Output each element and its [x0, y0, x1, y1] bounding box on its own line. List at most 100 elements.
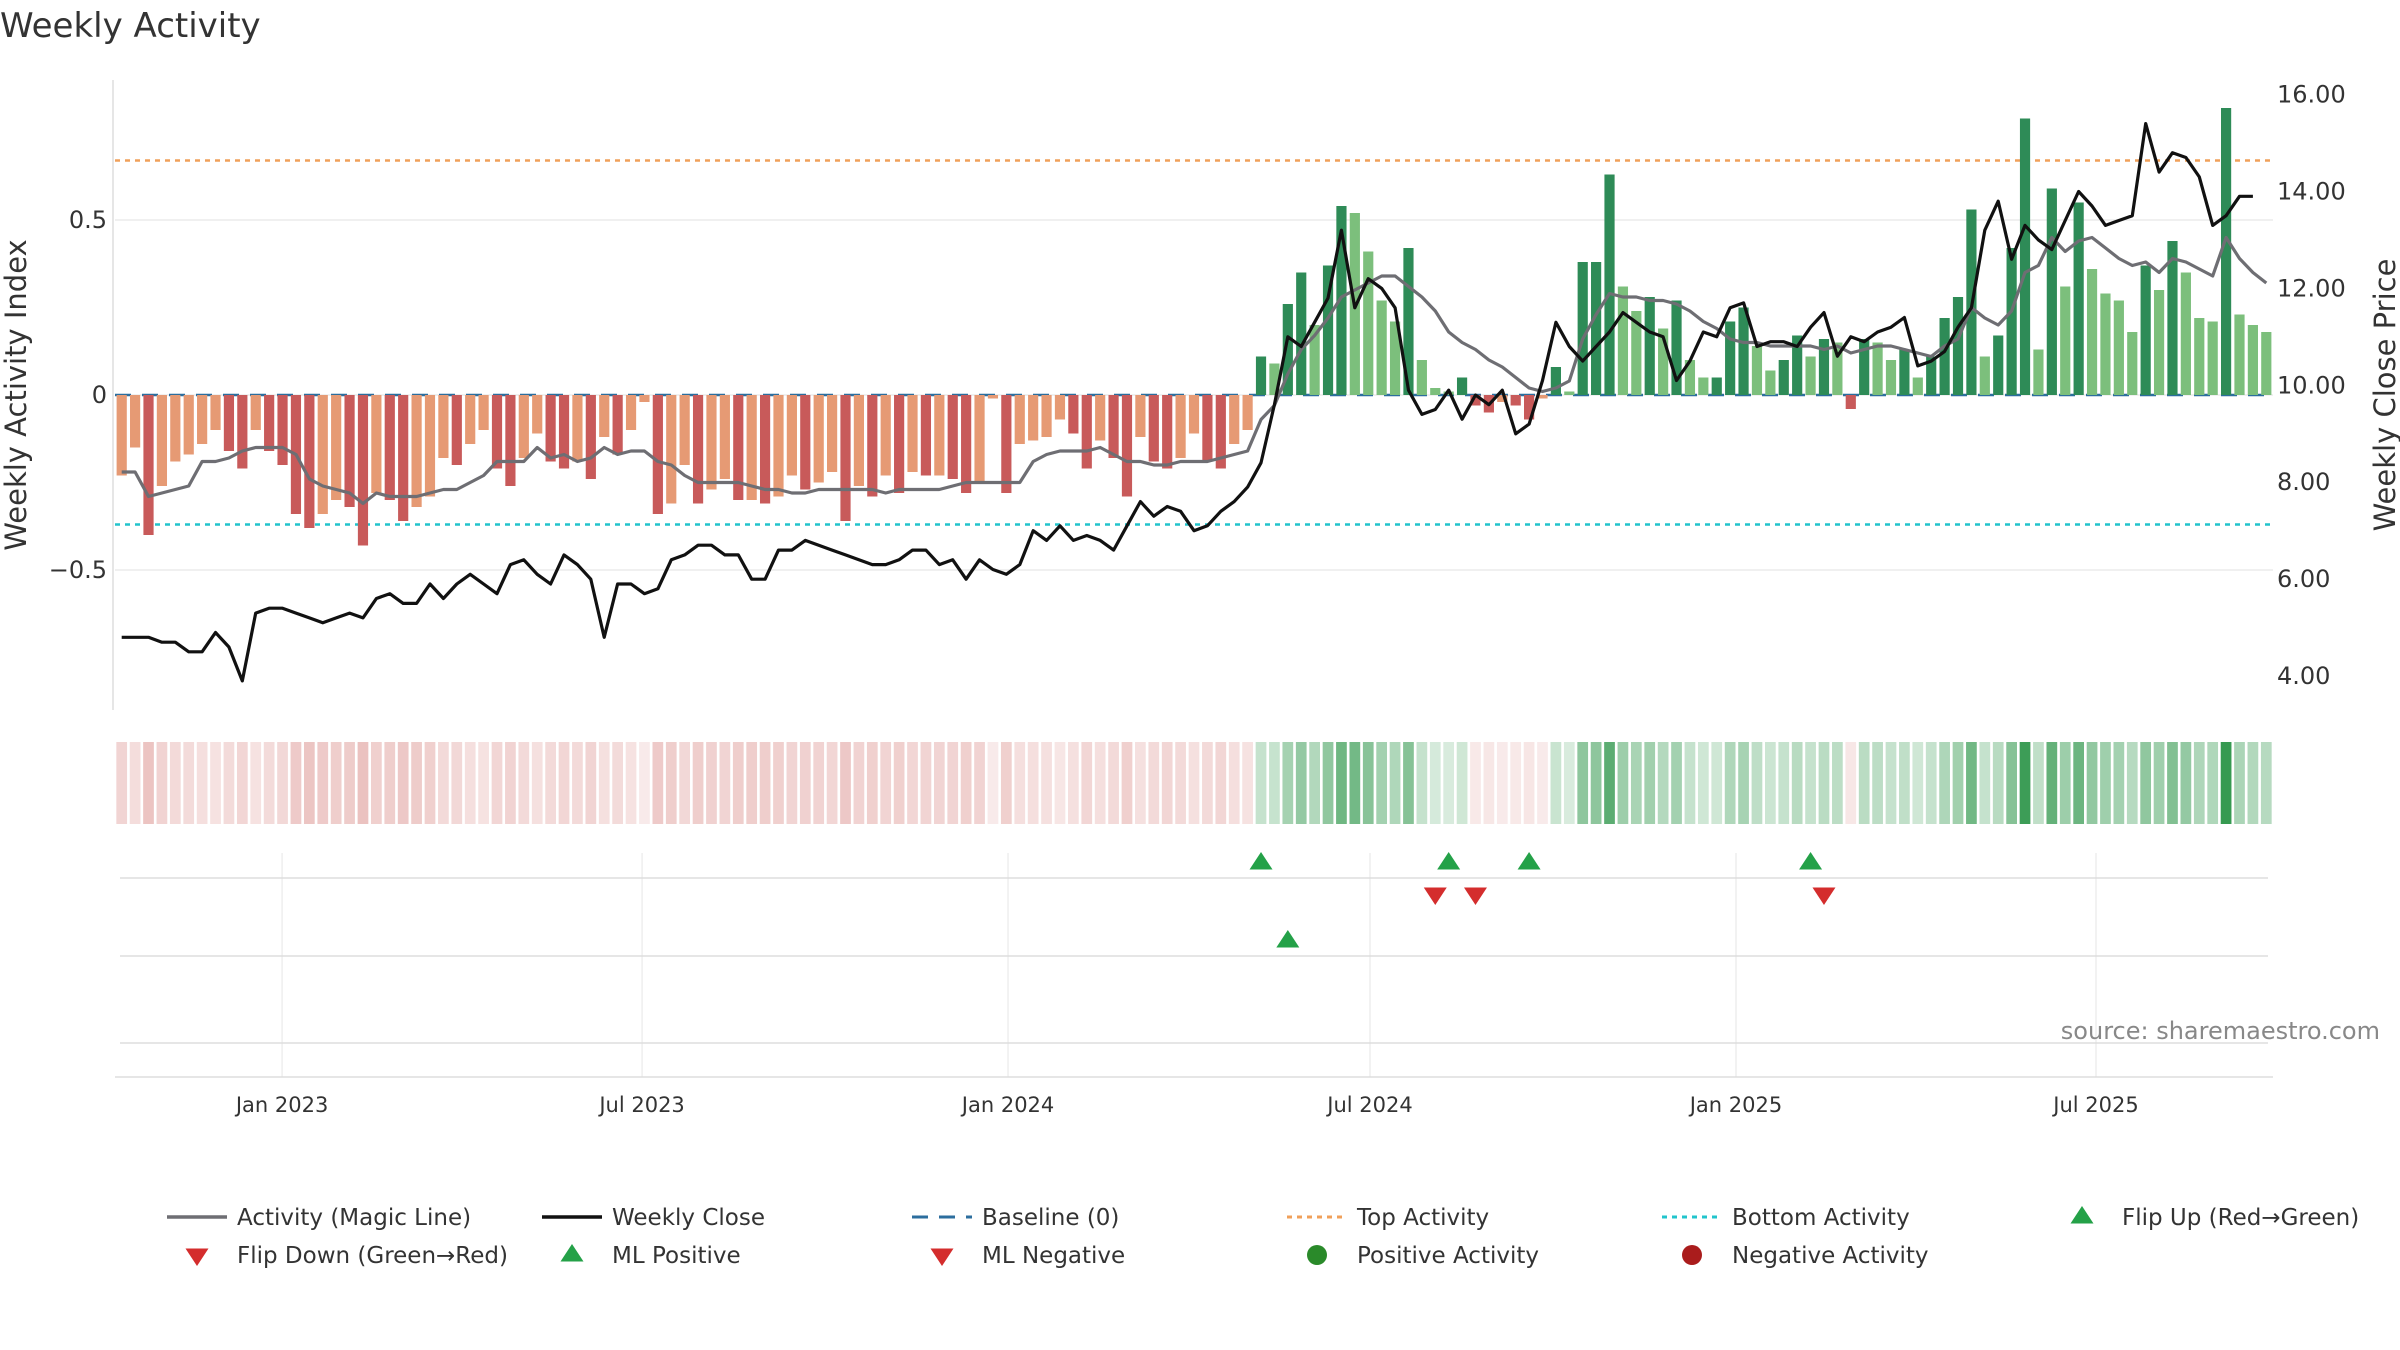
heat-cell: [196, 742, 208, 824]
heat-cell: [2207, 742, 2219, 824]
heat-cell: [1081, 742, 1093, 824]
activity-bar: [1389, 321, 1401, 395]
heat-cell: [1939, 742, 1950, 824]
heat-cell: [438, 742, 449, 824]
heat-cell: [706, 742, 717, 824]
heat-cell: [652, 742, 664, 824]
activity-bar: [2086, 269, 2098, 395]
source-note: source: sharemaestro.com: [2061, 1017, 2380, 1045]
heat-cell: [866, 742, 878, 824]
heat-cell: [2126, 742, 2138, 824]
x-tick-label: Jan 2024: [960, 1093, 1055, 1117]
heat-cell: [1014, 742, 1026, 824]
heat-cell: [156, 742, 168, 824]
heat-cell: [947, 742, 959, 824]
heat-cell: [344, 742, 355, 824]
activity-bar: [1041, 395, 1052, 437]
activity-bar: [1818, 339, 1830, 395]
activity-bar: [1242, 395, 1253, 430]
legend-label: ML Negative: [982, 1243, 1125, 1269]
heat-cell: [799, 742, 811, 824]
heat-cell: [169, 742, 181, 824]
heat-cell: [129, 742, 141, 824]
heat-cell: [1295, 742, 1307, 824]
legend-swatch: [1682, 1245, 1702, 1265]
y2-tick-label: 14.00: [2277, 177, 2346, 205]
x-tick-label: Jul 2025: [2051, 1093, 2138, 1117]
heat-cell: [1403, 742, 1414, 824]
heat-cell: [1255, 742, 1267, 824]
activity-bar: [639, 395, 650, 402]
legend-label: Flip Down (Green→Red): [237, 1243, 508, 1269]
y2-tick-label: 4.00: [2277, 662, 2330, 690]
legend-item-close: Weekly Close: [542, 1205, 765, 1231]
activity-bar: [1296, 272, 1307, 395]
heat-cell: [464, 742, 476, 824]
heat-cell: [1657, 742, 1669, 824]
activity-bar: [1912, 377, 1923, 395]
heat-cell: [732, 742, 744, 824]
heat-cell: [491, 742, 503, 824]
heat-cell: [1068, 742, 1079, 824]
activity-bar: [786, 395, 797, 476]
activity-bar: [1684, 360, 1696, 395]
activity-bar: [2100, 293, 2111, 395]
heat-cell: [1282, 742, 1294, 824]
ml-positive-marker: [1799, 852, 1823, 870]
heat-cell: [692, 742, 704, 824]
heat-cell: [1764, 742, 1776, 824]
heat-cell: [1121, 742, 1133, 824]
activity-bar: [625, 395, 637, 430]
heat-cell: [1510, 742, 1522, 824]
activity-bar: [411, 395, 422, 507]
activity-bar: [277, 395, 288, 465]
heat-cell: [1429, 742, 1441, 824]
heat-cell: [1818, 742, 1830, 824]
heat-cell: [183, 742, 195, 824]
heat-cell: [2019, 742, 2031, 824]
activity-bar: [2167, 241, 2178, 395]
heat-cell: [277, 742, 288, 824]
activity-bar: [331, 395, 342, 500]
activity-bar: [612, 395, 623, 455]
heat-cell: [1389, 742, 1401, 824]
activity-bar: [1121, 395, 1133, 497]
heat-cell: [1135, 742, 1146, 824]
activity-bar: [1859, 339, 1870, 395]
heat-cell: [531, 742, 543, 824]
activity-bar: [1537, 395, 1548, 399]
activity-bar: [1108, 395, 1119, 458]
heat-cell: [1778, 742, 1790, 824]
heat-cell: [1805, 742, 1816, 824]
activity-bar: [1054, 395, 1066, 420]
chart-title: Weekly Activity: [0, 6, 261, 46]
heat-cell: [1336, 742, 1347, 824]
legend-label: Bottom Activity: [1732, 1205, 1910, 1231]
activity-bar: [907, 395, 918, 472]
activity-bar: [1403, 248, 1414, 395]
heat-cell: [357, 742, 369, 824]
x-axis: Jan 2023 Jul 2023 Jan 2024 Jul 2024 Jan 2025…: [234, 1093, 2139, 1117]
activity-bar: [532, 395, 543, 434]
heat-cell: [1577, 742, 1589, 824]
flip-up-marker: [1276, 930, 1300, 948]
activity-bar: [746, 395, 757, 500]
heat-cell: [1202, 742, 1213, 824]
heat-cell: [1845, 742, 1857, 824]
activity-bar: [1926, 356, 1937, 395]
heat-cell: [612, 742, 624, 824]
activity-bar: [2153, 290, 2165, 395]
activity-bar: [1255, 356, 1267, 395]
legend-item-pos_act: Positive Activity: [1307, 1243, 1539, 1269]
activity-bar: [545, 395, 556, 462]
activity-bar: [1215, 395, 1226, 469]
activity-bars: [116, 108, 2272, 546]
activity-bar: [1792, 335, 1803, 395]
heat-cell: [1604, 742, 1615, 824]
activity-bar: [1202, 395, 1213, 462]
activity-bar: [143, 395, 154, 535]
series-lines: [121, 122, 2268, 683]
activity-bar: [1014, 395, 1025, 444]
heat-cell: [719, 742, 731, 824]
